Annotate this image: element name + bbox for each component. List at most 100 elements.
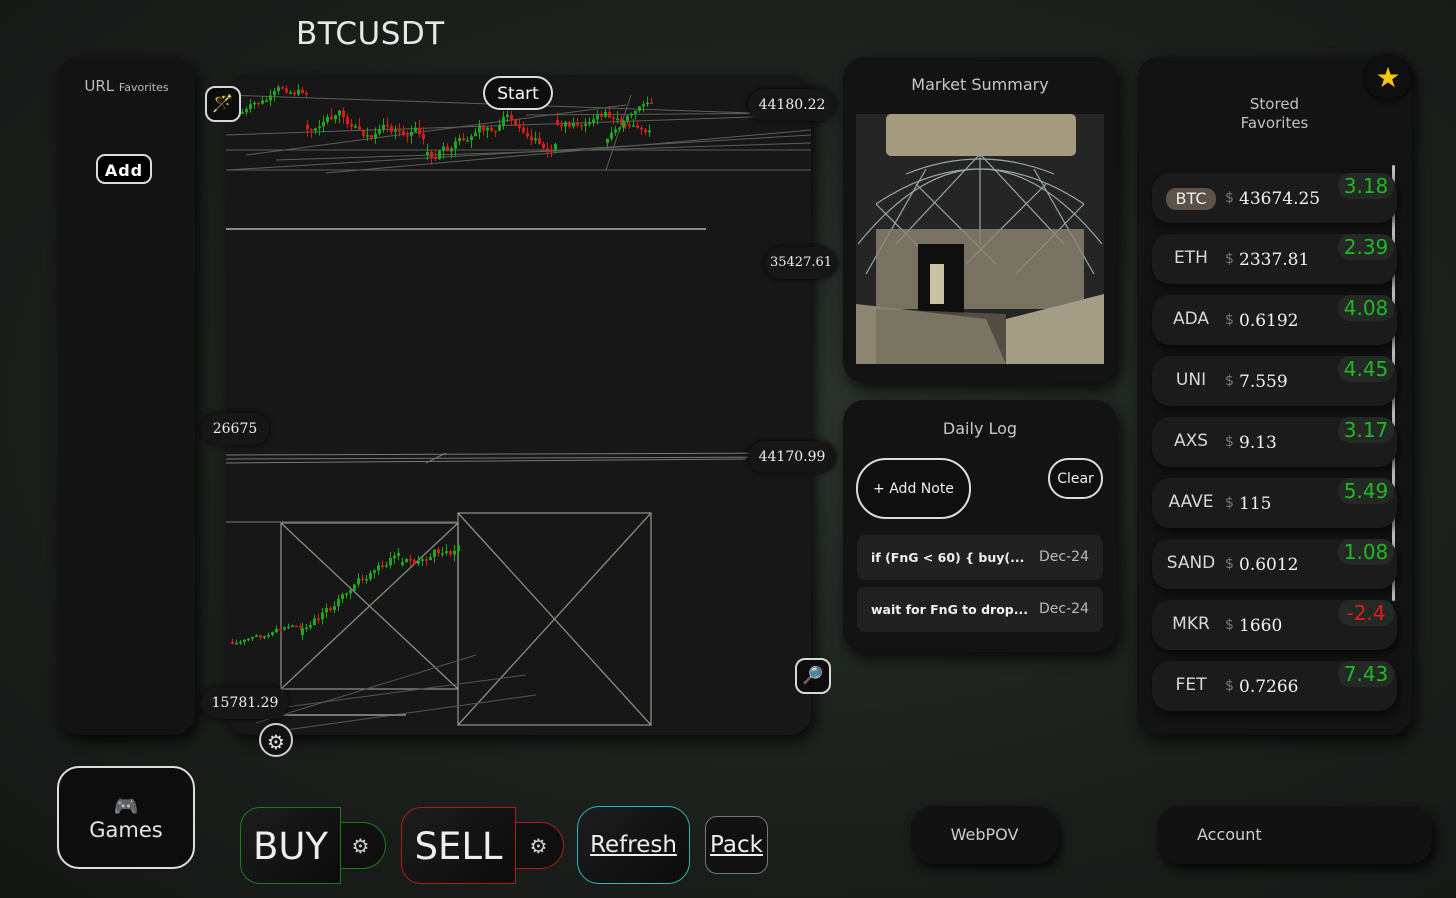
favorite-row-fet[interactable]: FET $0.7266 7.43: [1152, 661, 1397, 711]
candle-body: [291, 625, 294, 628]
candle-body: [560, 124, 563, 127]
candle-body: [390, 126, 393, 132]
stored-favorites-title: Stored Favorites: [1137, 95, 1412, 133]
candle-body: [640, 127, 643, 130]
currency-symbol: $: [1225, 617, 1234, 633]
url-favorites-title: URL Favorites: [58, 77, 195, 95]
buy-settings-button[interactable]: ⚙: [335, 822, 386, 869]
candle-body: [241, 112, 244, 114]
favorite-row-axs[interactable]: AXS $9.13 3.17: [1152, 417, 1397, 467]
candle-body: [462, 138, 465, 141]
start-button[interactable]: Start: [483, 76, 553, 110]
currency-symbol: $: [1225, 373, 1234, 389]
favorite-row-sand[interactable]: SAND $0.6012 1.08: [1152, 539, 1397, 589]
favorite-price: 0.7266: [1239, 677, 1299, 697]
price-label-mid-right: 44170.99: [748, 441, 836, 473]
candle-body: [449, 551, 452, 555]
favorite-price: 0.6192: [1239, 311, 1299, 331]
favorite-star-button[interactable]: ★: [1365, 55, 1411, 101]
price-label-upper-mid: 35427.61: [765, 247, 837, 279]
candle-body: [329, 608, 332, 611]
sell-settings-button[interactable]: ⚙: [513, 822, 564, 869]
price-label-bottom: 15781.29: [201, 687, 289, 719]
refresh-button[interactable]: Refresh: [577, 806, 690, 884]
favorite-change: -2.4: [1338, 600, 1394, 626]
favorite-price: 9.13: [1239, 433, 1277, 453]
magic-wand-icon: 🪄: [212, 94, 234, 114]
zoom-button[interactable]: 🔎: [795, 658, 831, 694]
clear-log-button[interactable]: Clear: [1048, 458, 1103, 499]
sell-button[interactable]: SELL: [401, 807, 516, 884]
candle-body: [293, 92, 296, 95]
games-button[interactable]: 🎮 Games: [57, 766, 195, 869]
favorite-row-aave[interactable]: AAVE $115 5.49: [1152, 478, 1397, 528]
stored-favorites-title-line2: Favorites: [1240, 114, 1309, 132]
candle-body: [588, 122, 591, 125]
market-summary-title: Market Summary: [911, 75, 1049, 94]
log-item[interactable]: if (FnG < 60) { buy(... Dec-24: [857, 535, 1103, 580]
candle-body: [338, 110, 341, 116]
candle-body: [397, 553, 400, 556]
candlestick-chart[interactable]: [226, 75, 811, 735]
candle-body: [608, 112, 611, 118]
candle-body: [458, 138, 461, 142]
candle-body: [592, 119, 595, 123]
candle-body: [305, 92, 308, 95]
candle-body: [616, 118, 619, 120]
candle-body: [510, 114, 513, 121]
chart-settings-button[interactable]: ⚙: [259, 723, 293, 757]
candle-body: [445, 551, 448, 554]
candle-body: [626, 115, 629, 121]
candle-body: [321, 612, 324, 620]
currency-symbol: $: [1225, 556, 1234, 572]
candle-body: [642, 104, 645, 107]
magic-wand-button[interactable]: 🪄: [205, 86, 241, 122]
candle-body: [402, 130, 405, 136]
candle-body: [446, 146, 449, 152]
add-note-button[interactable]: + Add Note: [856, 458, 971, 519]
candle-body: [498, 125, 501, 131]
log-item[interactable]: wait for FnG to drop... Dec-24: [857, 587, 1103, 632]
favorite-row-btc[interactable]: BTC $43674.25 3.18: [1152, 173, 1397, 223]
pack-button[interactable]: Pack: [705, 816, 768, 874]
candle-body: [370, 135, 373, 139]
candle-body: [267, 635, 270, 637]
add-url-button[interactable]: Add: [96, 154, 152, 184]
webpov-button[interactable]: WebPOV: [911, 806, 1058, 864]
candle-body: [358, 126, 361, 130]
stored-favorites-title-line1: Stored: [1249, 95, 1300, 113]
candle-body: [382, 124, 385, 130]
candle-body: [494, 130, 497, 133]
favorite-row-uni[interactable]: UNI $7.559 4.45: [1152, 356, 1397, 406]
account-label: Account: [1197, 825, 1262, 844]
candle-body: [596, 115, 599, 120]
favorite-row-ada[interactable]: ADA $0.6192 4.08: [1152, 295, 1397, 345]
candle-body: [273, 90, 276, 96]
candle-body: [353, 584, 356, 591]
favorite-change: 1.08: [1338, 539, 1394, 565]
candle-body: [289, 92, 292, 94]
candle-body: [413, 560, 416, 564]
candle-body: [405, 559, 408, 563]
candle-body: [620, 118, 623, 125]
favorite-row-eth[interactable]: ETH $2337.81 2.39: [1152, 234, 1397, 284]
account-button[interactable]: Account: [1157, 806, 1432, 864]
candle-body: [326, 116, 329, 122]
favorite-row-mkr[interactable]: MKR $1660 -2.4: [1152, 600, 1397, 650]
buy-button[interactable]: BUY: [240, 807, 341, 884]
candle-body: [636, 125, 639, 128]
candle-body: [417, 560, 420, 564]
candle-body: [299, 626, 302, 628]
candle-body: [604, 112, 607, 117]
currency-symbol: $: [1225, 190, 1234, 206]
favorite-change: 4.08: [1338, 295, 1394, 321]
candle-body: [263, 636, 266, 638]
favorite-symbol: MKR: [1172, 614, 1210, 634]
candle-body: [306, 125, 309, 130]
candle-body: [305, 627, 308, 630]
candle-body: [365, 579, 368, 581]
market-summary-3d-scene: [856, 114, 1104, 364]
currency-symbol: $: [1225, 678, 1234, 694]
candle-body: [401, 562, 404, 565]
candle-body: [514, 120, 517, 125]
